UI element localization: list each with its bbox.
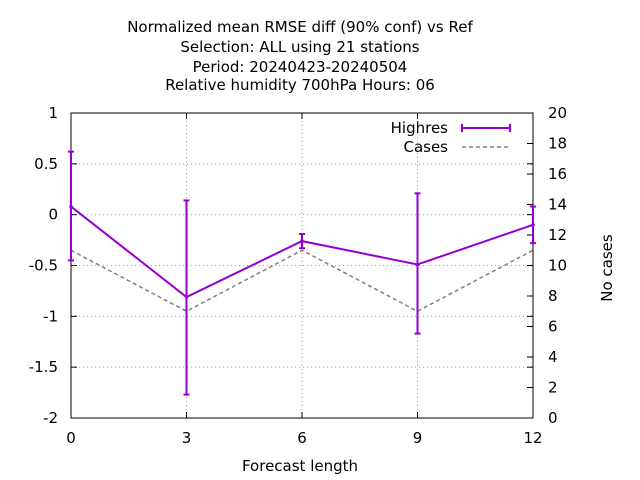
y-tick-label-right: 18 bbox=[548, 135, 567, 153]
y-tick-label-right: 14 bbox=[548, 196, 567, 214]
y-tick-label-right: 0 bbox=[548, 409, 558, 427]
y-tick-label-left: -2 bbox=[43, 409, 58, 427]
y-tick-label-right: 2 bbox=[548, 379, 558, 397]
x-tick-label: 3 bbox=[182, 429, 192, 447]
legend-label-cases: Cases bbox=[403, 138, 448, 156]
y-tick-label-right: 20 bbox=[548, 104, 567, 122]
x-tick-label: 12 bbox=[523, 429, 542, 447]
cases-line bbox=[70, 249, 534, 313]
x-tick-label: 9 bbox=[413, 429, 423, 447]
series-cases bbox=[70, 249, 534, 313]
y-tick-label-right: 12 bbox=[548, 226, 567, 244]
x-axis-label: Forecast length bbox=[242, 457, 358, 475]
highres-point bbox=[531, 223, 535, 227]
highres-point bbox=[69, 204, 73, 209]
legend: Highres Cases bbox=[391, 119, 511, 156]
y-tick-label-left: 0.5 bbox=[34, 155, 58, 173]
grid bbox=[71, 113, 533, 418]
highres-line bbox=[70, 205, 534, 299]
y-tick-label-right: 6 bbox=[548, 318, 558, 336]
y-tick-label-left: 0 bbox=[48, 206, 58, 224]
highres-point bbox=[184, 295, 189, 299]
legend-label-highres: Highres bbox=[391, 119, 449, 137]
y-tick-label-right: 8 bbox=[548, 287, 558, 305]
title-line-1: Normalized mean RMSE diff (90% conf) vs … bbox=[127, 18, 473, 36]
x-tick-label: 0 bbox=[66, 429, 76, 447]
title-line-3: Period: 20240423-20240504 bbox=[193, 58, 408, 76]
series-highres bbox=[68, 150, 536, 396]
x-tick-label: 6 bbox=[297, 429, 307, 447]
highres-point bbox=[300, 239, 304, 243]
title-line-2: Selection: ALL using 21 stations bbox=[180, 38, 419, 56]
chart-title: Normalized mean RMSE diff (90% conf) vs … bbox=[127, 18, 473, 94]
y-tick-label-left: 1 bbox=[48, 104, 58, 122]
y-tick-label-left: -1 bbox=[43, 307, 58, 325]
y-tick-label-right: 16 bbox=[548, 165, 567, 183]
highres-point bbox=[415, 262, 420, 267]
title-line-4: Relative humidity 700hPa Hours: 06 bbox=[165, 76, 435, 94]
y-tick-label-right: 10 bbox=[548, 257, 567, 275]
y-tick-label-right: 4 bbox=[548, 348, 558, 366]
y-axis-label-right: No cases bbox=[598, 234, 616, 302]
y-tick-label-left: -0.5 bbox=[29, 257, 58, 275]
y-tick-label-left: -1.5 bbox=[29, 358, 58, 376]
